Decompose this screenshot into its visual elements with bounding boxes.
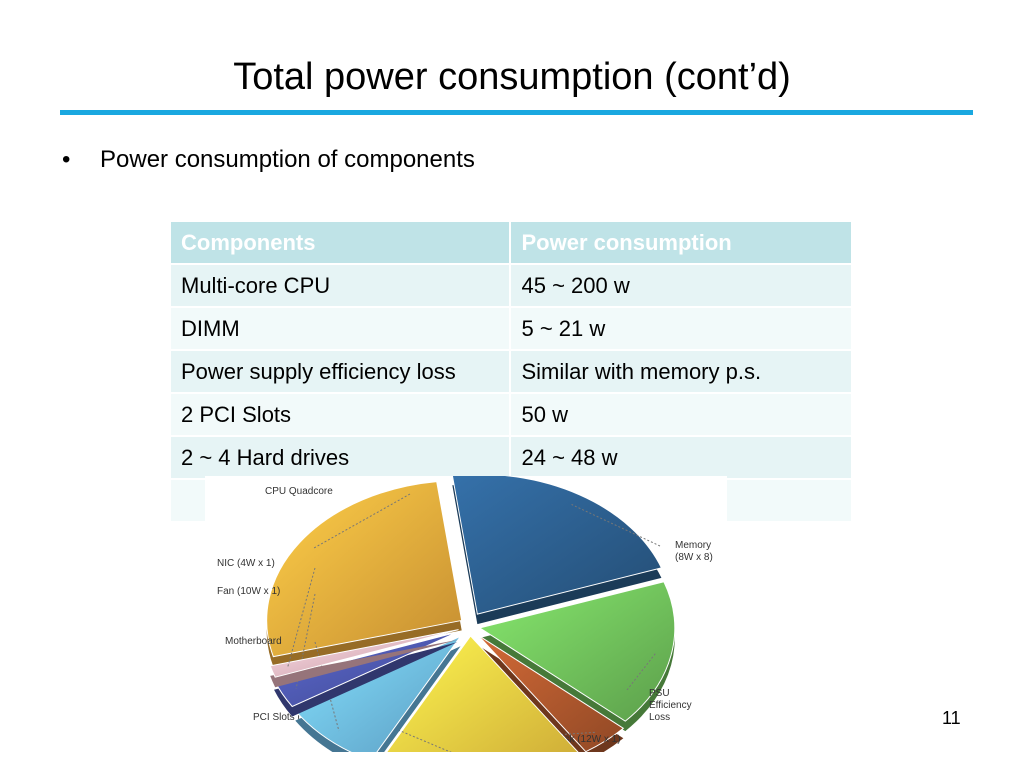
header-power: Power consumption [510,222,853,265]
table-cell: Similar with memory p.s. [510,350,853,394]
table-row: 2 PCI Slots 50 w [171,393,853,437]
bullet-text: Power consumption of components [100,146,475,173]
table-cell: 2 PCI Slots [171,393,512,437]
pie-slice-disk [477,634,625,752]
table-row: Multi-core CPU 45 ~ 200 w [171,264,853,308]
table-cell: 5 ~ 21 w [510,307,853,351]
header-components: Components [171,222,512,265]
pie-chart-svg: CPU Quadcore Memory (8W x 8) PSU Efficiency L… [217,476,713,752]
table-cell: Multi-core CPU [171,264,512,308]
pie-slice-side-nic [270,639,459,688]
pie-slice-top-nic [269,629,459,678]
pie-slice-nic [269,629,459,688]
power-pie-chart: CPU Quadcore Memory (8W x 8) PSU Efficiency L… [205,476,727,752]
table-cell: Power supply efficiency loss [171,350,512,394]
page-number: 11 [942,708,961,728]
leader-line-cpu [312,493,411,550]
pie-label-fan: Fan (10W x 1) [217,586,280,597]
bullet-item: • Power consumption of components [62,146,475,174]
table-row: Power supply efficiency loss Similar wit… [171,350,853,394]
pie-label-psu: PSU Efficiency Loss [649,688,692,723]
bullet-dot: • [62,146,71,173]
table-cell: 50 w [510,393,853,437]
leader-line-motherboard [314,641,340,732]
pie-slice-pci [386,635,579,752]
pie-slice-psu [478,581,676,732]
table-cell: 24 ~ 48 w [510,436,853,480]
table-cell: 45 ~ 200 w [510,264,853,308]
pie-slice-memory [451,476,663,625]
pie-slice-cpu [266,481,463,667]
table-row: DIMM 5 ~ 21 w [171,307,853,351]
pie-label-motherboard: Motherboard [225,636,282,647]
pie-label-nic: NIC (4W x 1) [217,558,275,569]
table-header-row: Components Power consumption [171,222,853,265]
leader-line-nic [286,567,316,669]
pie-label-cpu: CPU Quadcore [265,486,333,497]
slide-title: Total power consumption (cont’d) [233,56,791,98]
pie-slice-top-psu [478,581,676,722]
title-underline [60,110,973,115]
pie-slice-top-disk [477,634,625,752]
pie-slice-side-fan [274,642,458,717]
leader-line-memory [571,504,661,547]
pie-label-memory: Memory (8W x 8) [675,540,713,563]
pie-slice-top-pci [386,635,579,752]
pie-label-pci: PCI Slots (25W x 2) [253,712,341,723]
pie-slice-top-cpu [266,481,463,658]
pie-label-disk: Disk (12W x 1) [555,734,621,745]
table-cell: 2 ~ 4 Hard drives [171,436,512,480]
table-row: 2 ~ 4 Hard drives 24 ~ 48 w [171,436,853,480]
pie-slice-top-memory [451,476,663,615]
table-cell: DIMM [171,307,512,351]
